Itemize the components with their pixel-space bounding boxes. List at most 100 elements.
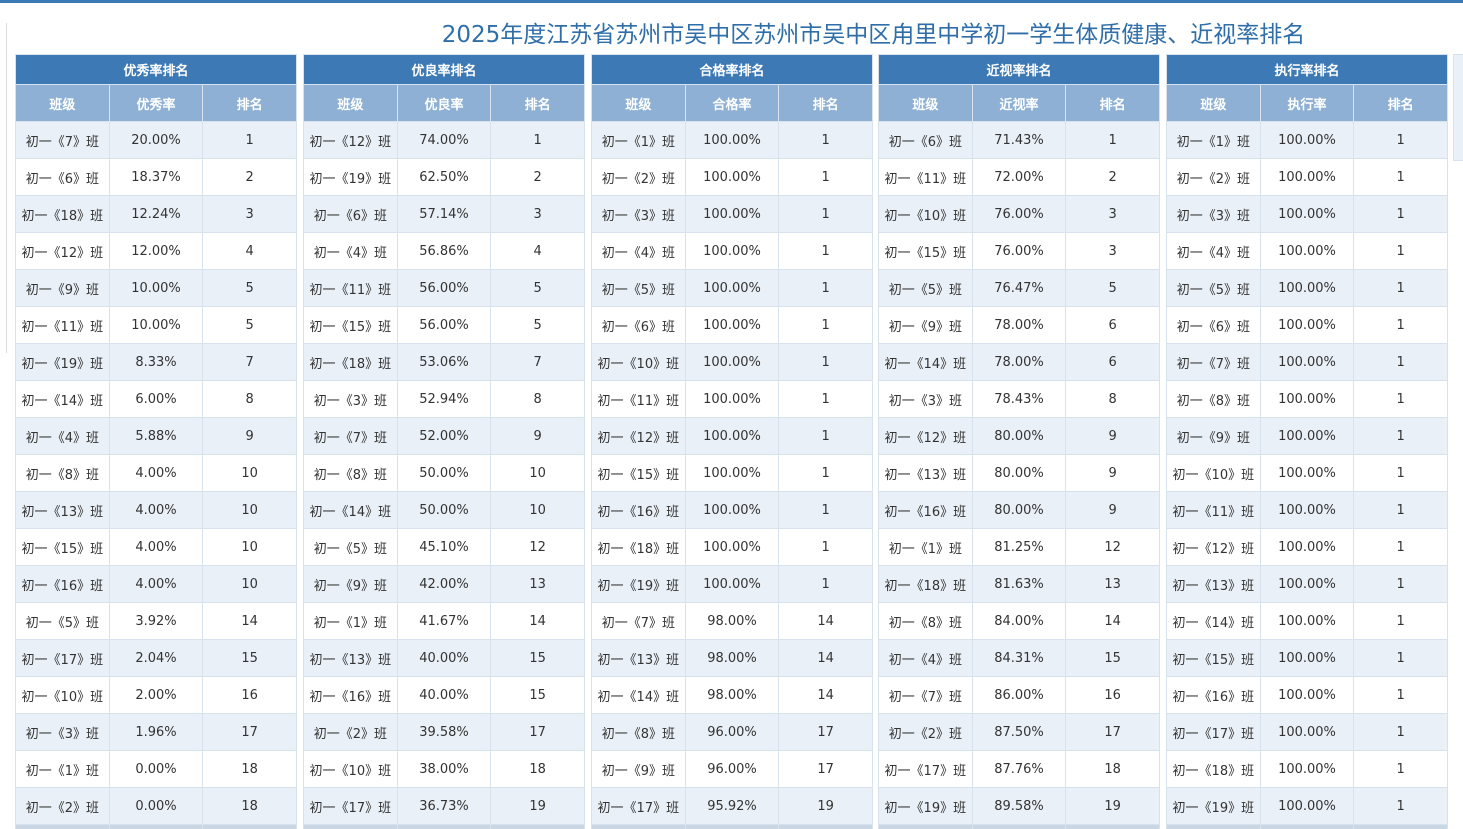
data-row: 初一《2》班 100.00% 1 bbox=[591, 158, 873, 196]
data-row: 初一《1》班 81.25% 12 bbox=[878, 528, 1160, 566]
cell: 初一《1》班 bbox=[878, 528, 973, 566]
empty-cell bbox=[202, 824, 297, 829]
cell: 初一《7》班 bbox=[15, 121, 110, 159]
empty-cell bbox=[396, 824, 492, 829]
cell: 56.00% bbox=[396, 269, 492, 307]
ranking-table: 执行率排名 班级 执行率 排名 初一《1》班 100.00% 1 初一《2》班 100.00% 1… bbox=[1166, 54, 1448, 829]
data-row: 初一《2》班 87.50% 17 bbox=[878, 713, 1160, 751]
data-row: 初一《15》班 100.00% 1 bbox=[591, 454, 873, 492]
cell: 1 bbox=[1353, 602, 1448, 640]
cell: 1 bbox=[778, 158, 873, 196]
cell: 10 bbox=[202, 454, 297, 492]
column-header: 班级 bbox=[591, 84, 686, 122]
cell: 初一《1》班 bbox=[1166, 121, 1261, 159]
cell: 初一《9》班 bbox=[591, 750, 686, 788]
cell: 18 bbox=[202, 787, 297, 825]
data-row: 初一《11》班 56.00% 5 bbox=[303, 269, 585, 307]
data-row: 初一《10》班 100.00% 1 bbox=[591, 343, 873, 381]
data-row: 初一《19》班 62.50% 2 bbox=[303, 158, 585, 196]
title-row: 近视率排名 bbox=[878, 54, 1160, 85]
data-row: 初一《3》班 100.00% 1 bbox=[591, 195, 873, 233]
cell: 18 bbox=[202, 750, 297, 788]
data-row: 初一《7》班 98.00% 14 bbox=[591, 602, 873, 640]
cell: 初一《1》班 bbox=[303, 602, 398, 640]
cell: 初一《16》班 bbox=[878, 491, 973, 529]
data-row: 初一《15》班 4.00% 10 bbox=[15, 528, 297, 566]
cell: 初一《3》班 bbox=[15, 713, 110, 751]
data-row: 初一《9》班 100.00% 1 bbox=[1166, 417, 1448, 455]
data-row: 初一《8》班 100.00% 1 bbox=[1166, 380, 1448, 418]
cell: 初一《10》班 bbox=[878, 195, 973, 233]
cell: 81.63% bbox=[971, 565, 1067, 603]
data-row: 初一《2》班 100.00% 1 bbox=[1166, 158, 1448, 196]
data-row: 初一《6》班 100.00% 1 bbox=[591, 306, 873, 344]
cell: 初一《2》班 bbox=[591, 158, 686, 196]
cell: 初一《15》班 bbox=[1166, 639, 1261, 677]
cell: 9 bbox=[202, 417, 297, 455]
data-row: 初一《15》班 100.00% 1 bbox=[1166, 639, 1448, 677]
cell: 20.00% bbox=[108, 121, 204, 159]
cell: 初一《11》班 bbox=[15, 306, 110, 344]
cell: 初一《8》班 bbox=[1166, 380, 1261, 418]
cell: 78.00% bbox=[971, 343, 1067, 381]
cell: 1 bbox=[1353, 565, 1448, 603]
cell: 初一《2》班 bbox=[15, 787, 110, 825]
cell: 40.00% bbox=[396, 639, 492, 677]
cell: 1 bbox=[1353, 417, 1448, 455]
cell: 8 bbox=[1065, 380, 1160, 418]
data-row: 初一《4》班 100.00% 1 bbox=[1166, 232, 1448, 270]
filler-row bbox=[1166, 824, 1448, 829]
cell: 初一《6》班 bbox=[303, 195, 398, 233]
cell: 初一《19》班 bbox=[878, 787, 973, 825]
cell: 84.00% bbox=[971, 602, 1067, 640]
cell: 1 bbox=[1353, 343, 1448, 381]
cell: 7 bbox=[202, 343, 297, 381]
data-row: 初一《14》班 100.00% 1 bbox=[1166, 602, 1448, 640]
data-row: 初一《3》班 78.43% 8 bbox=[878, 380, 1160, 418]
cell: 初一《17》班 bbox=[1166, 713, 1261, 751]
cell: 初一《16》班 bbox=[1166, 676, 1261, 714]
data-row: 初一《10》班 76.00% 3 bbox=[878, 195, 1160, 233]
cell: 2 bbox=[490, 158, 585, 196]
title-row: 合格率排名 bbox=[591, 54, 873, 85]
cell: 1 bbox=[1353, 380, 1448, 418]
cell: 初一《10》班 bbox=[591, 343, 686, 381]
cell: 100.00% bbox=[1259, 528, 1355, 566]
data-row: 初一《12》班 100.00% 1 bbox=[591, 417, 873, 455]
cell: 5 bbox=[490, 306, 585, 344]
cell: 9 bbox=[1065, 491, 1160, 529]
cell: 16 bbox=[202, 676, 297, 714]
cell: 38.00% bbox=[396, 750, 492, 788]
cell: 13 bbox=[490, 565, 585, 603]
cell: 初一《14》班 bbox=[303, 491, 398, 529]
empty-cell bbox=[684, 824, 780, 829]
cell: 1 bbox=[1353, 269, 1448, 307]
cell: 76.47% bbox=[971, 269, 1067, 307]
cell: 100.00% bbox=[1259, 565, 1355, 603]
data-row: 初一《10》班 2.00% 16 bbox=[15, 676, 297, 714]
cell: 56.86% bbox=[396, 232, 492, 270]
data-row: 初一《6》班 57.14% 3 bbox=[303, 195, 585, 233]
cell: 98.00% bbox=[684, 602, 780, 640]
table: 合格率排名 班级 合格率 排名 初一《1》班 100.00% 1 初一《2》班 100.00% 1… bbox=[591, 54, 873, 829]
column-header: 班级 bbox=[303, 84, 398, 122]
cell: 1 bbox=[1353, 528, 1448, 566]
cell: 40.00% bbox=[396, 676, 492, 714]
cell: 14 bbox=[778, 676, 873, 714]
cell: 10 bbox=[490, 491, 585, 529]
cell: 初一《11》班 bbox=[303, 269, 398, 307]
cell: 初一《8》班 bbox=[15, 454, 110, 492]
cell: 5 bbox=[490, 269, 585, 307]
data-row: 初一《13》班 4.00% 10 bbox=[15, 491, 297, 529]
cell: 84.31% bbox=[971, 639, 1067, 677]
cell: 87.76% bbox=[971, 750, 1067, 788]
cell: 78.43% bbox=[971, 380, 1067, 418]
cell: 50.00% bbox=[396, 491, 492, 529]
empty-cell bbox=[490, 824, 585, 829]
cell: 初一《9》班 bbox=[15, 269, 110, 307]
cell: 初一《4》班 bbox=[15, 417, 110, 455]
empty-cell bbox=[1259, 824, 1355, 829]
table: 执行率排名 班级 执行率 排名 初一《1》班 100.00% 1 初一《2》班 100.00% 1… bbox=[1166, 54, 1448, 829]
cell: 初一《1》班 bbox=[591, 121, 686, 159]
side-panel-edge bbox=[0, 23, 7, 353]
